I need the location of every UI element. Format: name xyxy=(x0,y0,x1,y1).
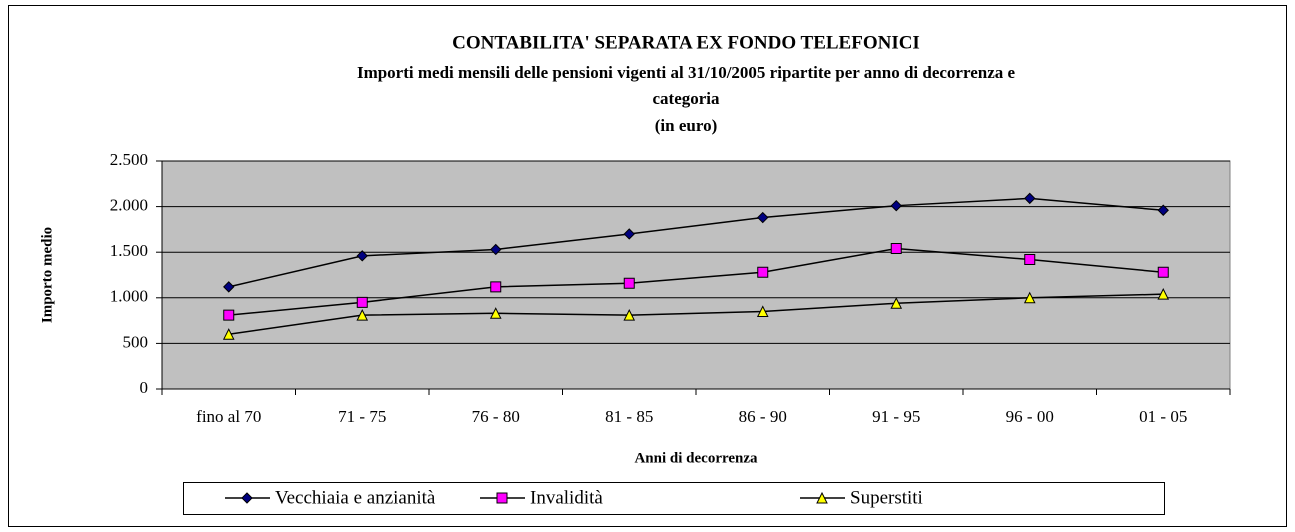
chart-subtitle: categoria xyxy=(652,89,720,108)
point xyxy=(356,250,368,262)
x-tick-label: fino al 70 xyxy=(196,407,261,426)
series-line xyxy=(228,247,1164,316)
plot-area xyxy=(161,160,1231,390)
point xyxy=(1157,288,1170,300)
point xyxy=(1024,253,1036,265)
x-tick-label: 81 - 85 xyxy=(605,407,653,426)
x-tick-label: 71 - 75 xyxy=(338,407,386,426)
point xyxy=(890,199,902,212)
point xyxy=(356,296,368,308)
y-axis-label: Importo medio xyxy=(39,227,55,323)
x-tick-label: 01 - 05 xyxy=(1139,407,1187,426)
legend-marker xyxy=(241,492,253,504)
series-line xyxy=(228,293,1164,336)
point xyxy=(222,328,235,340)
point xyxy=(1023,291,1036,304)
series-line xyxy=(228,197,1164,288)
point xyxy=(489,307,502,319)
point xyxy=(490,243,502,256)
point xyxy=(623,309,636,321)
y-tick-label: 1.500 xyxy=(110,241,148,260)
x-axis-label: Anni di decorrenza xyxy=(634,450,758,466)
point xyxy=(223,309,235,321)
y-tick-label: 1.000 xyxy=(110,287,148,306)
legend-label: Vecchiaia e anzianità xyxy=(275,487,436,508)
point xyxy=(757,211,769,224)
point xyxy=(890,297,903,309)
point xyxy=(757,266,769,278)
point xyxy=(623,228,635,240)
legend-label: Superstiti xyxy=(850,487,923,508)
legend xyxy=(183,482,1165,515)
x-tick-label: 91 - 95 xyxy=(872,407,920,426)
point xyxy=(623,277,635,289)
chart-subtitle: Importi medi mensili delle pensioni vige… xyxy=(357,63,1016,82)
point xyxy=(1024,192,1036,205)
x-tick-label: 76 - 80 xyxy=(472,407,520,426)
y-tick-label: 2.500 xyxy=(110,150,148,169)
y-tick-label: 0 xyxy=(140,378,149,397)
point xyxy=(1157,266,1169,278)
point xyxy=(490,281,502,293)
point xyxy=(223,281,235,293)
x-tick-label: 86 - 90 xyxy=(739,407,787,426)
chart-subtitle: (in euro) xyxy=(655,116,718,135)
legend-label: Invalidità xyxy=(530,487,603,508)
chart-title: CONTABILITA' SEPARATA EX FONDO TELEFONIC… xyxy=(452,32,920,53)
point xyxy=(756,305,769,317)
x-tick-label: 96 - 00 xyxy=(1006,407,1054,426)
point xyxy=(890,243,902,255)
point xyxy=(1157,204,1169,216)
point xyxy=(356,309,369,321)
y-tick-label: 500 xyxy=(123,332,149,351)
legend-marker xyxy=(816,491,828,504)
legend-marker xyxy=(496,492,508,504)
y-tick-label: 2.000 xyxy=(110,196,148,215)
